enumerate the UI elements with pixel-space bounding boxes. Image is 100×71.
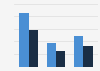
Bar	[74, 36, 83, 67]
Bar	[83, 46, 93, 67]
Bar	[46, 43, 56, 67]
Bar	[29, 30, 38, 67]
Bar	[19, 13, 29, 67]
Bar	[56, 51, 66, 67]
